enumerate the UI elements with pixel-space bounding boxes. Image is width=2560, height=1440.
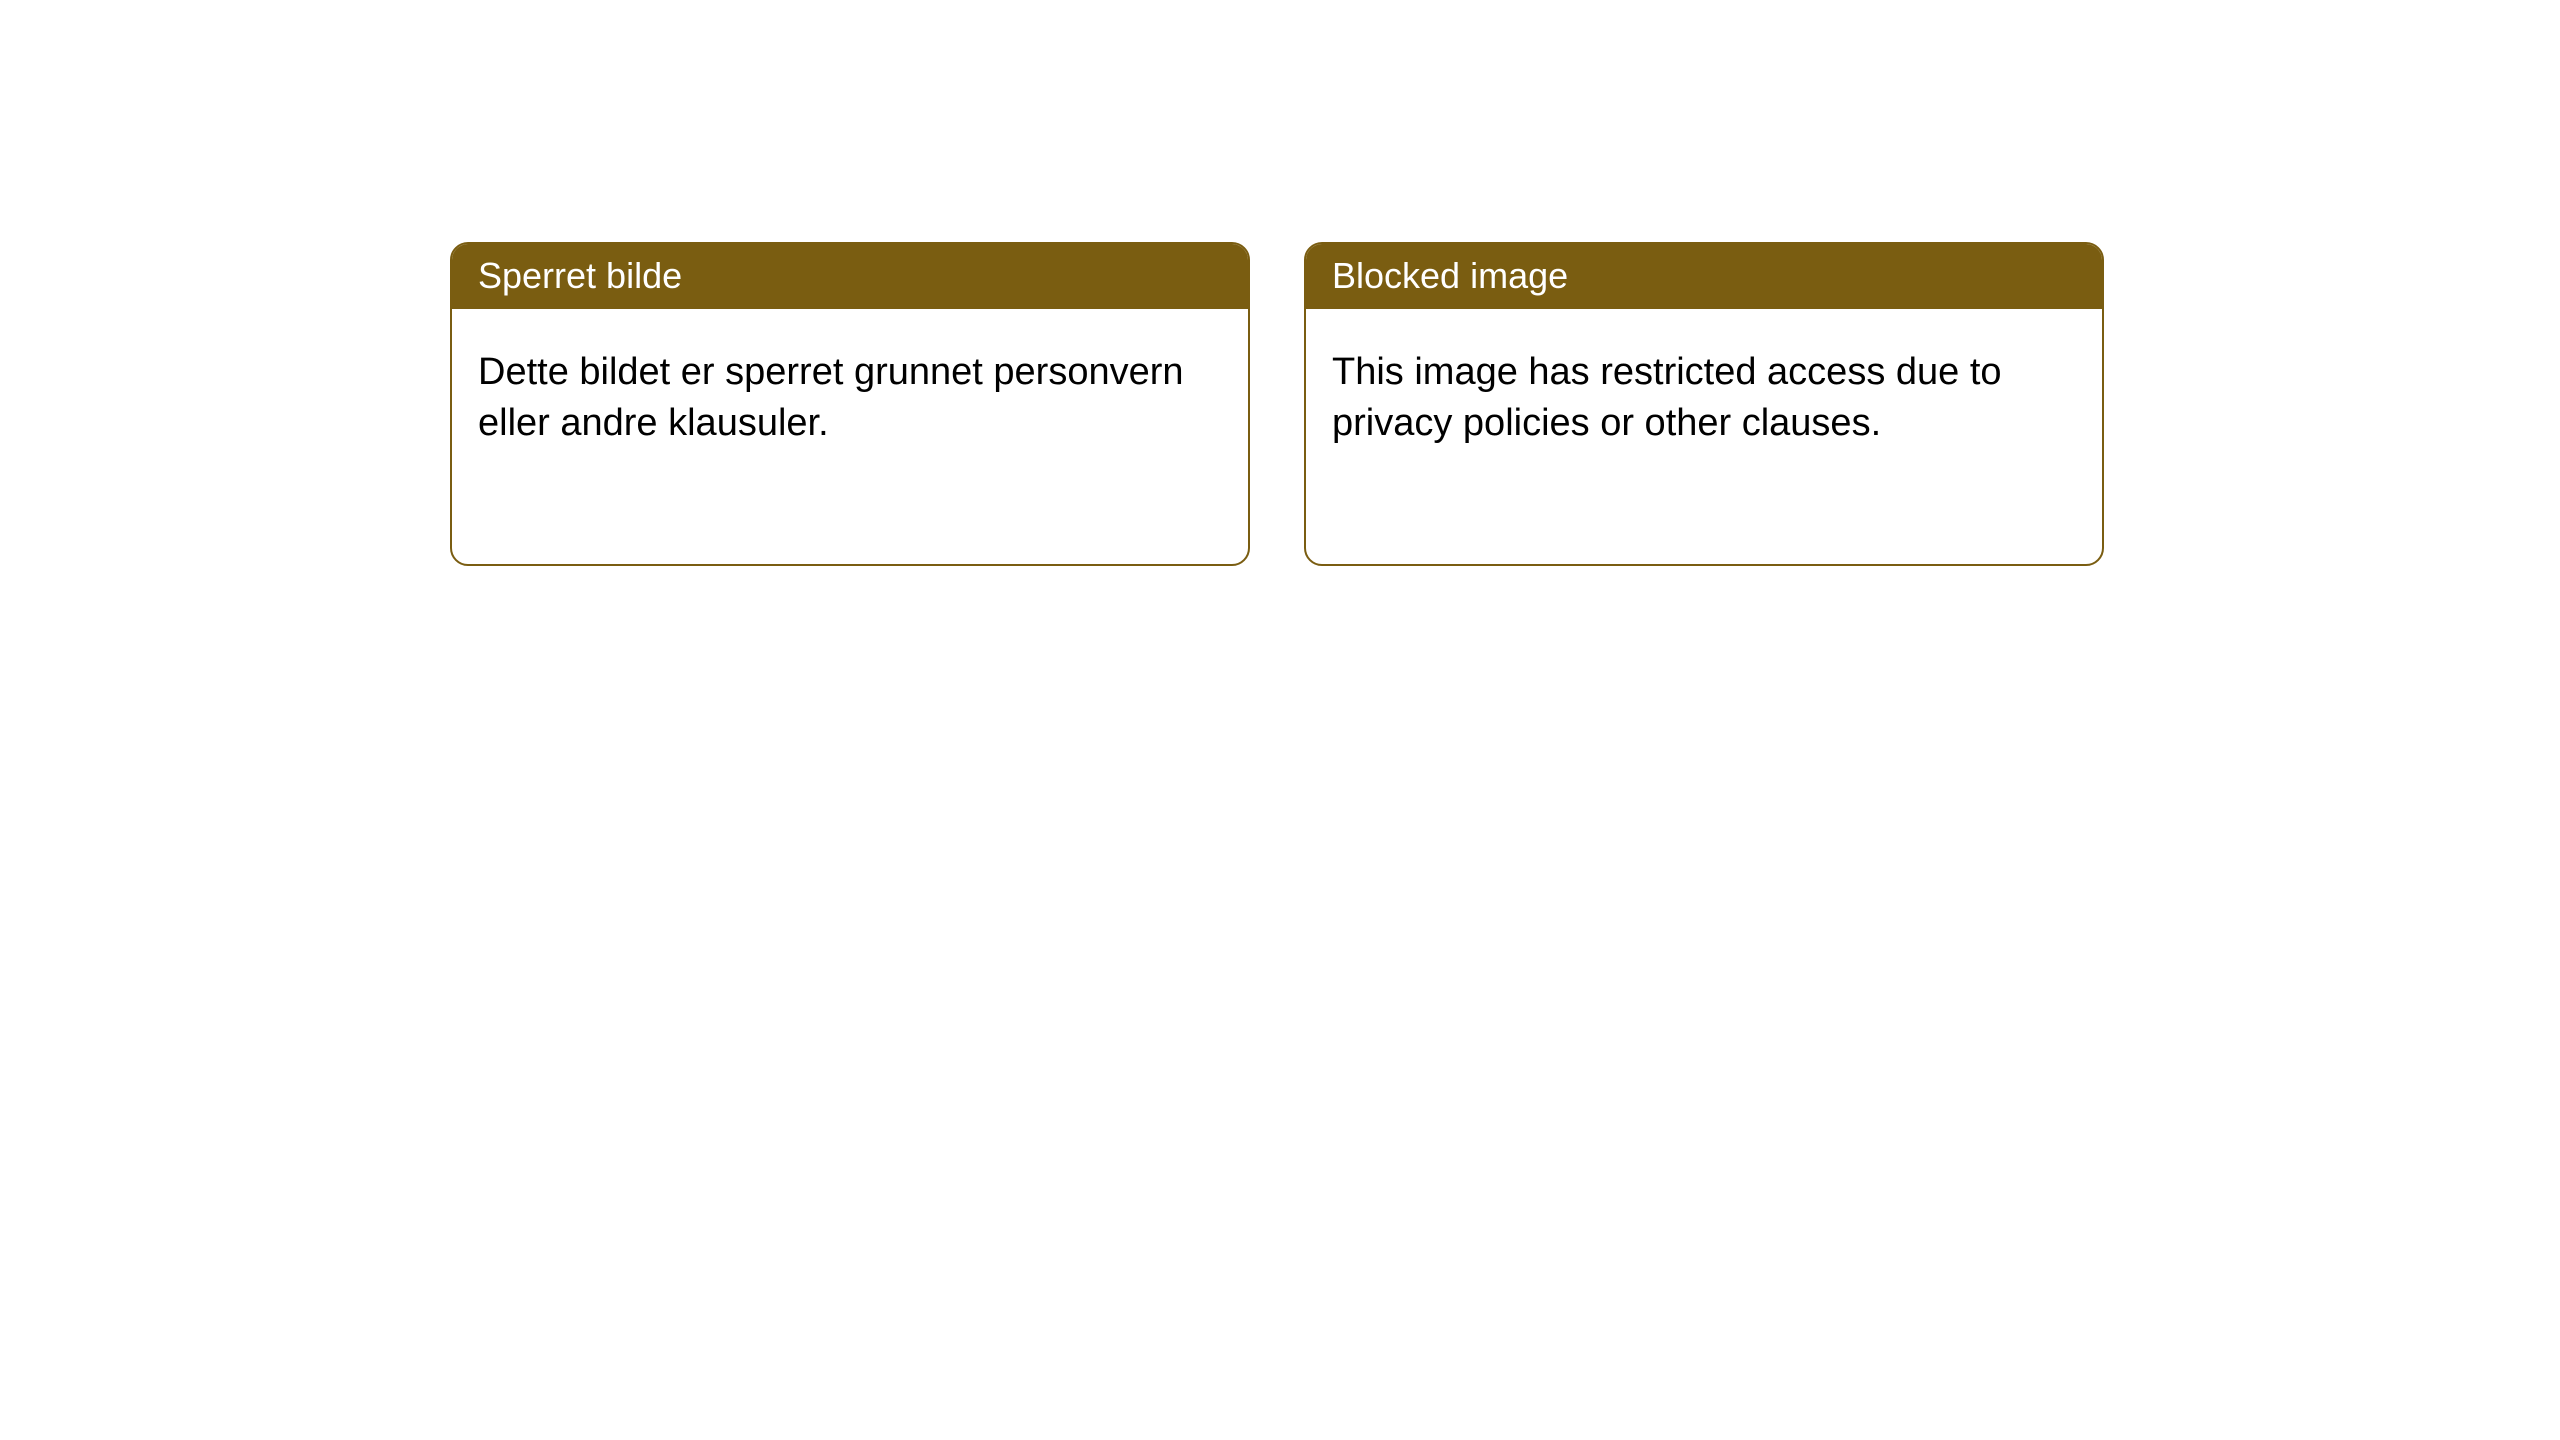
- card-body-text: Dette bildet er sperret grunnet personve…: [478, 351, 1184, 444]
- card-body: Dette bildet er sperret grunnet personve…: [452, 309, 1248, 564]
- notice-card-norwegian: Sperret bilde Dette bildet er sperret gr…: [450, 242, 1250, 566]
- card-body: This image has restricted access due to …: [1306, 309, 2102, 564]
- card-header: Blocked image: [1306, 244, 2102, 309]
- card-body-text: This image has restricted access due to …: [1332, 351, 2002, 444]
- card-header: Sperret bilde: [452, 244, 1248, 309]
- notice-card-english: Blocked image This image has restricted …: [1304, 242, 2104, 566]
- card-title: Blocked image: [1332, 255, 1568, 296]
- notice-cards-container: Sperret bilde Dette bildet er sperret gr…: [450, 242, 2104, 566]
- card-title: Sperret bilde: [478, 255, 682, 296]
